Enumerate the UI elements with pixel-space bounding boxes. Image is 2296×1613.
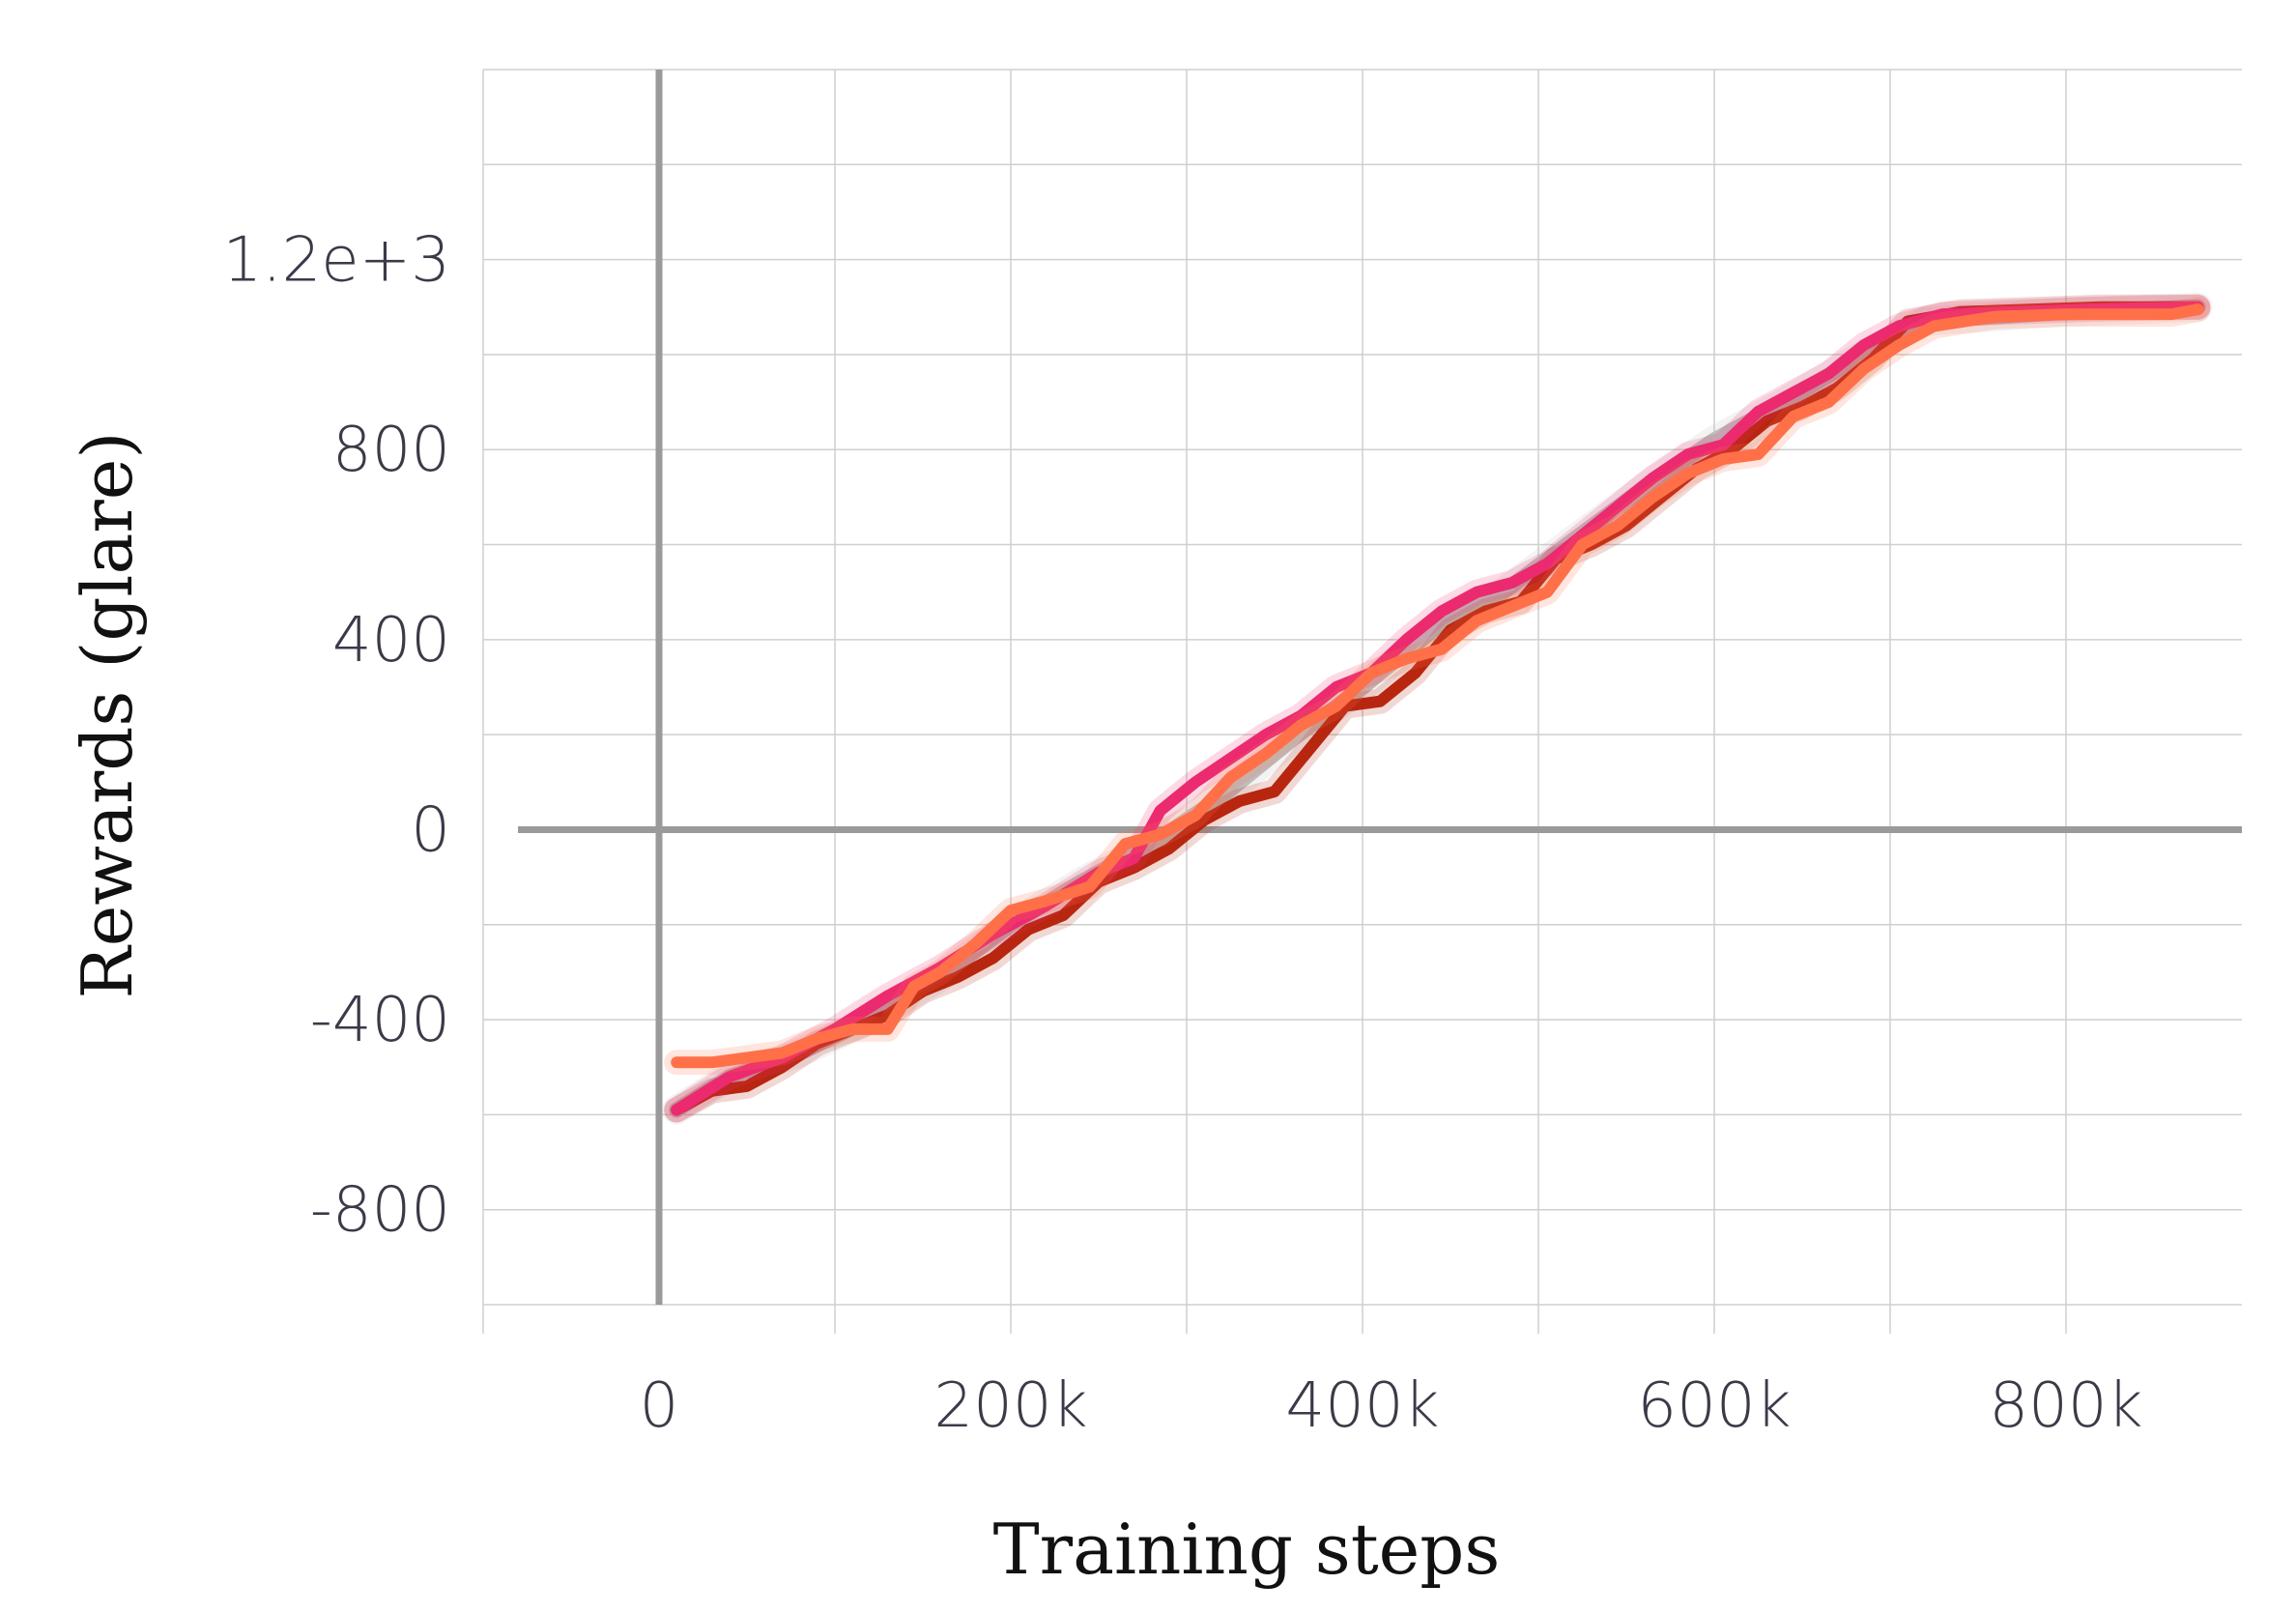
y-tick-label: 800 <box>332 415 450 486</box>
y-tick-label: -400 <box>310 985 450 1056</box>
x-tick-label: 400k <box>1285 1370 1439 1442</box>
series-line <box>671 303 2204 1069</box>
x-tick-label: 600k <box>1637 1370 1791 1442</box>
x-axis-title: Training steps <box>993 1509 1501 1590</box>
x-tick-label: 200k <box>933 1370 1087 1442</box>
series-band <box>664 297 2211 1076</box>
y-tick-label: 0 <box>411 794 450 866</box>
zero-axes <box>518 70 2242 1305</box>
x-tick-label: 800k <box>1989 1370 2142 1442</box>
y-tick-label: -800 <box>310 1175 450 1247</box>
series-lines <box>662 292 2213 1125</box>
y-tick-label: 1.2e+3 <box>223 225 451 297</box>
x-tick-label: 0 <box>640 1370 679 1442</box>
gridlines <box>482 69 2242 1334</box>
tick-labels: -800 -400 0 400 800 1.2e+3 0 200k 400k 600k 800k <box>223 225 2143 1442</box>
y-tick-label: 400 <box>332 605 450 677</box>
y-axis-title: Rewards (glare) <box>67 432 148 999</box>
